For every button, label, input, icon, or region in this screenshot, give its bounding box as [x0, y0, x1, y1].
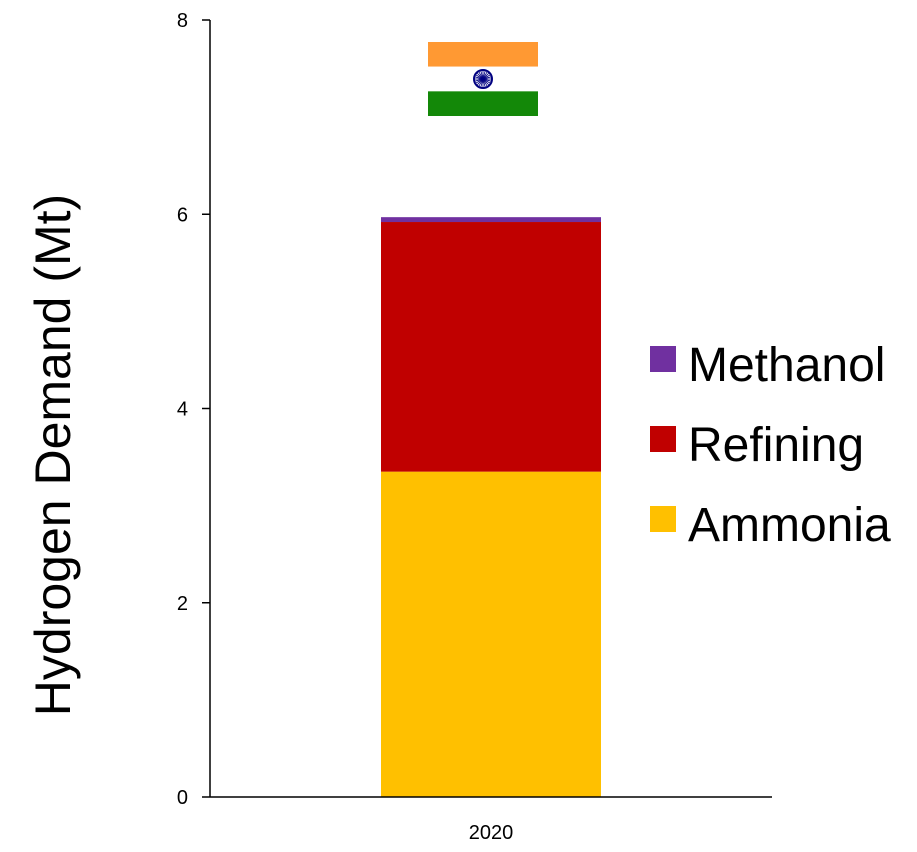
y-tick-label: 0	[177, 787, 188, 809]
y-tick-label: 6	[177, 204, 188, 226]
y-tick-label: 4	[177, 399, 188, 421]
bar-segment-refining	[381, 222, 601, 472]
y-tick-label: 2	[177, 593, 188, 615]
legend-swatch-refining	[650, 426, 676, 452]
plot-area: 2020 0 2 4 6 8	[177, 10, 772, 844]
legend-swatch-methanol	[650, 346, 676, 372]
x-tick-label: 2020	[469, 822, 514, 844]
y-tick-label: 8	[177, 10, 188, 32]
legend-label-methanol: Methanol	[688, 339, 885, 392]
legend-label-ammonia: Ammonia	[688, 499, 891, 552]
chakra-spoke	[475, 76, 491, 82]
ashoka-chakra	[473, 69, 493, 89]
bar-segment-ammonia	[381, 471, 601, 797]
india-flag-icon	[428, 42, 538, 116]
bar-segment-methanol	[381, 217, 601, 223]
flag-saffron-band	[428, 42, 538, 67]
flag-green-band	[428, 91, 538, 116]
legend: Methanol Refining Ammonia	[650, 339, 891, 552]
legend-swatch-ammonia	[650, 506, 676, 532]
y-axis-label: Hydrogen Demand (Mt)	[25, 194, 81, 716]
legend-label-refining: Refining	[688, 419, 864, 472]
